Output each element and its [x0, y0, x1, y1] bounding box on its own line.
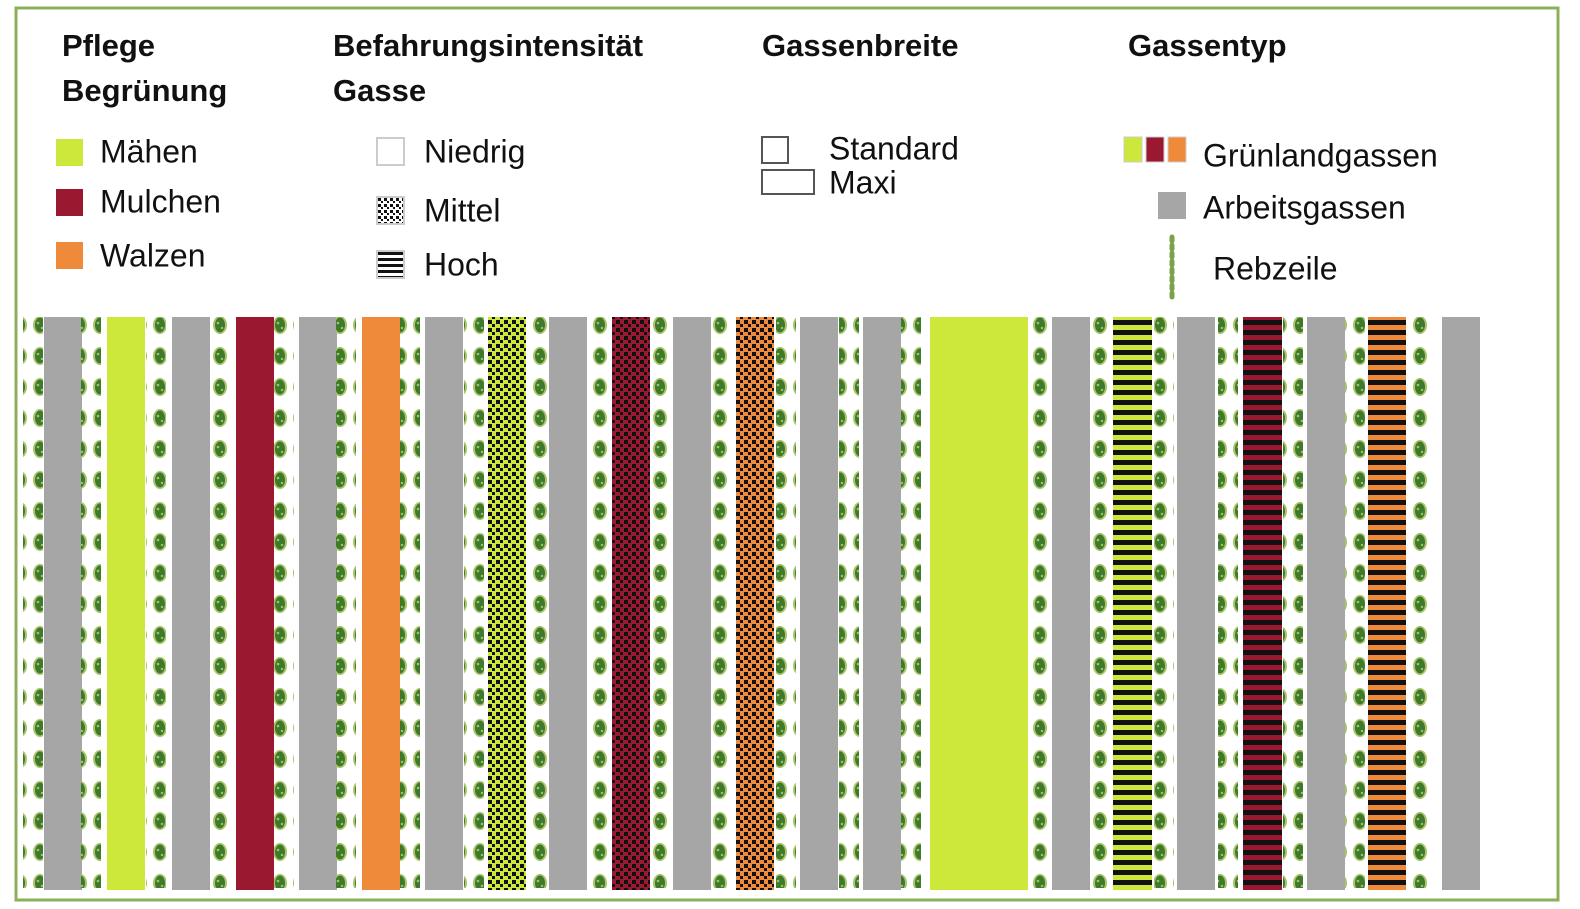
lane — [1113, 317, 1152, 890]
lane — [1368, 317, 1406, 890]
vine-row — [464, 317, 484, 888]
legend-heading: Begrünung — [62, 73, 227, 108]
legend-item: Mittel — [424, 192, 500, 228]
swatch — [56, 139, 83, 166]
vine-row — [274, 317, 294, 888]
vine-row — [81, 317, 101, 888]
legend-item: Rebzeile — [1213, 250, 1338, 286]
swatch — [761, 169, 815, 195]
legend-item: Standard — [829, 130, 959, 166]
swatch — [56, 242, 83, 269]
lane — [736, 317, 774, 890]
vine-row — [1029, 317, 1049, 888]
swatch — [1145, 136, 1165, 163]
legend-heading: Gassenbreite — [762, 28, 958, 63]
legend-item: Grünlandgassen — [1203, 137, 1438, 173]
swatch — [376, 196, 405, 225]
swatch — [376, 250, 405, 279]
vine-row — [776, 317, 796, 888]
legend-item: Walzen — [100, 237, 206, 273]
legend-item: Mähen — [100, 133, 198, 169]
swatch — [1158, 192, 1186, 219]
legend-heading: Pflege — [62, 28, 155, 63]
swatch — [761, 136, 789, 164]
legend-item: Arbeitsgassen — [1203, 189, 1406, 225]
legend-heading: Gasse — [333, 73, 426, 108]
vine-row — [839, 317, 859, 888]
legend-item: Hoch — [424, 246, 499, 282]
vine-row — [209, 317, 229, 888]
swatch — [1123, 136, 1143, 163]
lane — [612, 317, 650, 890]
swatch — [1167, 136, 1187, 163]
lane — [930, 317, 1028, 890]
lane — [1307, 317, 1345, 890]
lane — [549, 317, 587, 890]
swatch — [376, 137, 405, 166]
vine-row — [711, 317, 731, 888]
vine-row — [650, 317, 670, 888]
vine-row — [1283, 317, 1303, 888]
legend-item: Niedrig — [424, 133, 525, 169]
legend-heading: Befahrungsintensität — [333, 28, 643, 63]
vine-row — [400, 317, 420, 888]
vineyard-field — [23, 317, 1480, 890]
vine-row — [1154, 317, 1174, 888]
legend-item: Mulchen — [100, 183, 221, 219]
vine-row — [901, 317, 921, 888]
lane — [673, 317, 711, 890]
vine-row — [1409, 317, 1429, 888]
vine-row — [23, 317, 43, 888]
lane — [1442, 317, 1480, 890]
lane — [1177, 317, 1215, 890]
lane — [800, 317, 838, 890]
legend-heading: Gassentyp — [1128, 28, 1287, 63]
vine-row — [1091, 317, 1111, 888]
lane — [299, 317, 337, 890]
lane — [44, 317, 82, 890]
vine-row — [589, 317, 609, 888]
vine-row — [527, 317, 547, 888]
lane — [1243, 317, 1282, 890]
lane — [236, 317, 274, 890]
lane — [863, 317, 901, 890]
vine-row — [1218, 317, 1238, 888]
lane — [425, 317, 463, 890]
vine-row — [146, 317, 166, 888]
frame — [14, 6, 1560, 902]
lane — [1052, 317, 1090, 890]
legend-item: Maxi — [829, 164, 897, 200]
vine-row — [1345, 317, 1365, 888]
swatch — [56, 189, 83, 216]
lane — [172, 317, 210, 890]
vine-row — [336, 317, 356, 888]
lane — [107, 317, 145, 890]
lane — [362, 317, 400, 890]
lane — [488, 317, 526, 890]
